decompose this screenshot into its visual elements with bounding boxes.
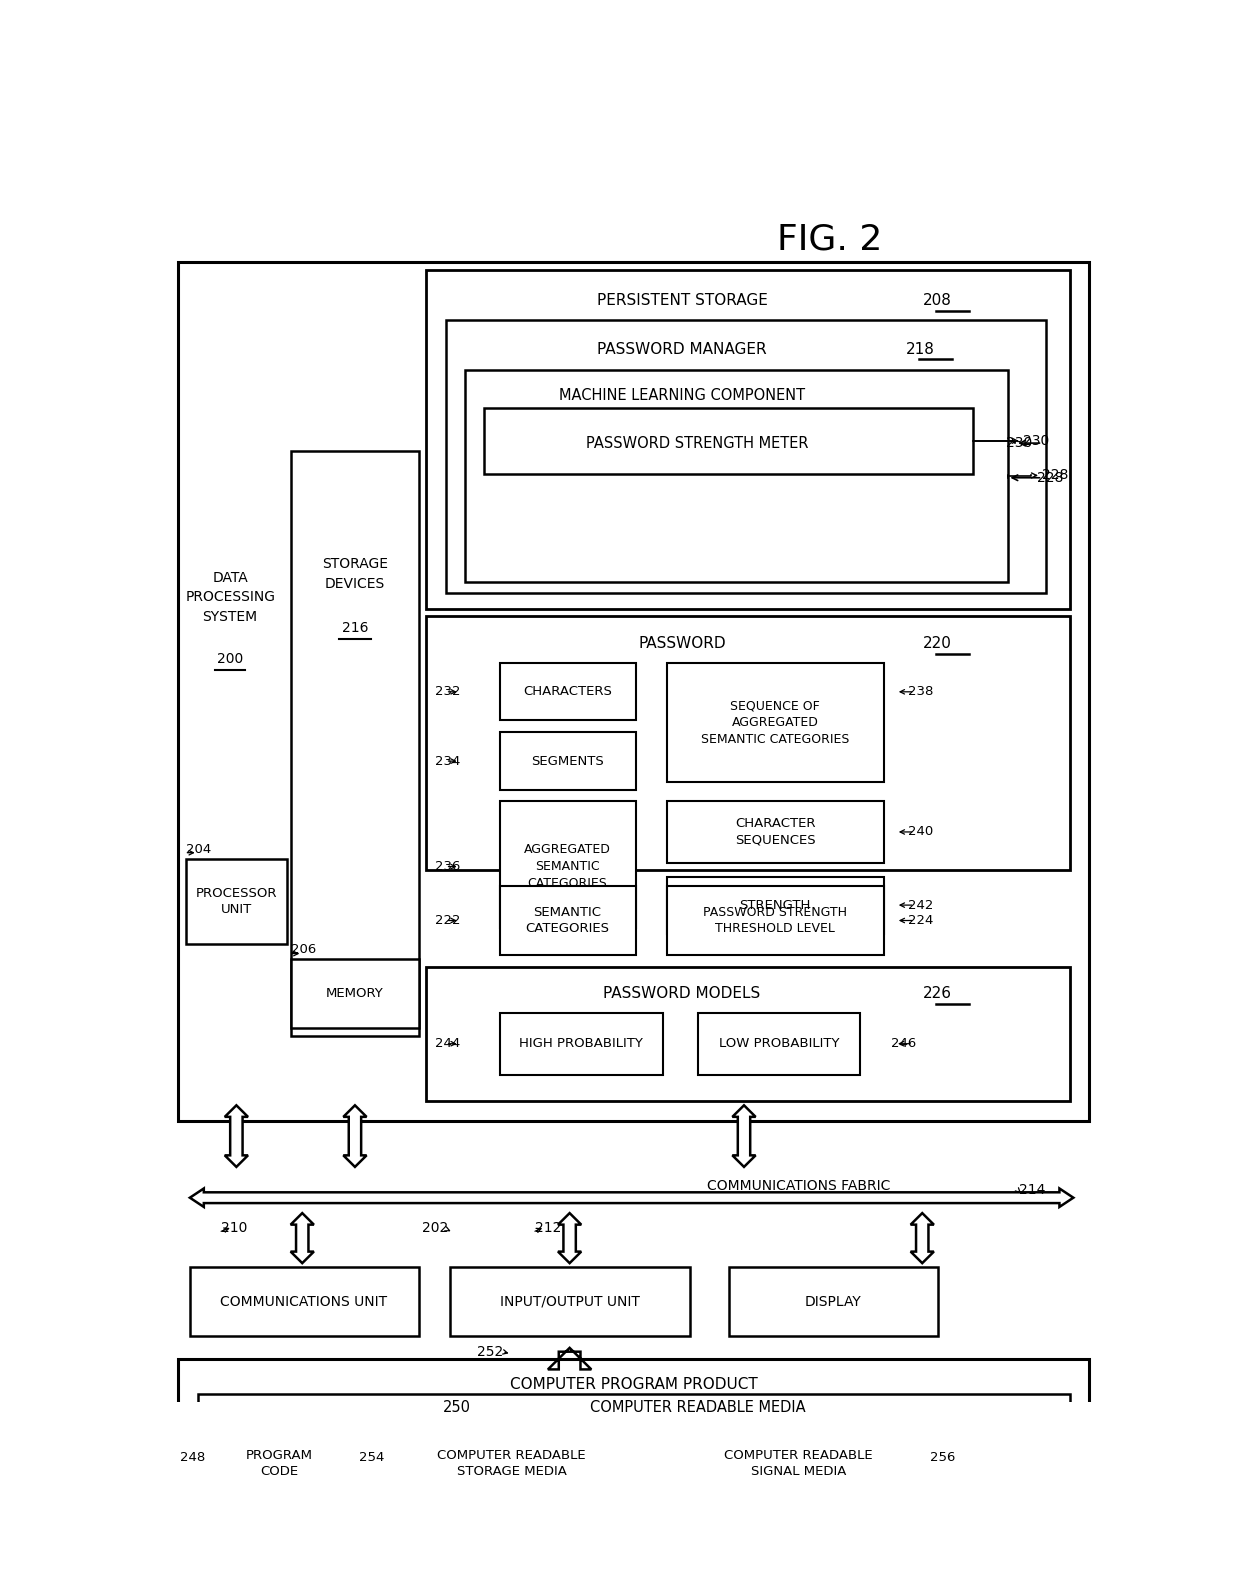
Bar <box>485 408 972 474</box>
Text: PASSWORD MANAGER: PASSWORD MANAGER <box>598 342 766 356</box>
Text: SEQUENCE OF
AGGREGATED
SEMANTIC CATEGORIES: SEQUENCE OF AGGREGATED SEMANTIC CATEGORI… <box>701 699 849 747</box>
Bar <box>500 1013 662 1074</box>
Text: FIG. 2: FIG. 2 <box>776 222 882 257</box>
Text: 248: 248 <box>180 1452 206 1465</box>
Polygon shape <box>558 1213 582 1263</box>
Text: DATA
PROCESSING
SYSTEM: DATA PROCESSING SYSTEM <box>185 570 275 624</box>
Bar <box>179 1359 1089 1537</box>
Bar <box>697 1013 861 1074</box>
Bar <box>682 1418 915 1509</box>
Text: 230: 230 <box>1006 436 1032 450</box>
Bar <box>500 802 635 928</box>
Text: PERSISTENT STORAGE: PERSISTENT STORAGE <box>596 293 768 309</box>
Text: 222: 222 <box>435 913 461 928</box>
Text: PASSWORD: PASSWORD <box>639 636 725 650</box>
Bar <box>449 1266 689 1336</box>
Polygon shape <box>343 1106 367 1167</box>
Bar <box>667 885 883 954</box>
Polygon shape <box>548 1348 591 1369</box>
Text: 230: 230 <box>1023 433 1049 447</box>
Text: SEMANTIC
CATEGORIES: SEMANTIC CATEGORIES <box>526 906 609 936</box>
Bar <box>396 1418 627 1509</box>
Bar <box>290 959 419 1028</box>
Text: COMPUTER READABLE MEDIA: COMPUTER READABLE MEDIA <box>590 1400 805 1416</box>
Text: 210: 210 <box>221 1222 247 1235</box>
Text: 208: 208 <box>924 293 952 309</box>
Text: 220: 220 <box>924 636 952 650</box>
Text: 234: 234 <box>435 754 460 767</box>
Bar <box>427 616 1069 871</box>
Text: PASSWORD STRENGTH METER: PASSWORD STRENGTH METER <box>587 436 808 450</box>
Text: 256: 256 <box>930 1452 955 1465</box>
Text: 232: 232 <box>435 685 461 698</box>
Bar <box>190 1266 419 1336</box>
Text: 254: 254 <box>360 1452 384 1465</box>
Text: STRENGTH: STRENGTH <box>739 899 811 912</box>
Text: 244: 244 <box>435 1038 460 1051</box>
Text: PROCESSOR
UNIT: PROCESSOR UNIT <box>196 887 277 915</box>
Text: 216: 216 <box>342 621 368 635</box>
Text: MEMORY: MEMORY <box>326 988 384 1000</box>
Text: STORAGE
DEVICES: STORAGE DEVICES <box>322 558 388 591</box>
Text: 206: 206 <box>290 943 316 956</box>
Text: 236: 236 <box>435 860 460 873</box>
Text: 250: 250 <box>443 1400 471 1416</box>
Text: AGGREGATED
SEMANTIC
CATEGORIES: AGGREGATED SEMANTIC CATEGORIES <box>523 843 611 890</box>
Text: 242: 242 <box>908 899 934 912</box>
Text: 252: 252 <box>477 1345 503 1359</box>
Text: COMPUTER READABLE
SIGNAL MEDIA: COMPUTER READABLE SIGNAL MEDIA <box>724 1449 873 1477</box>
Text: COMPUTER PROGRAM PRODUCT: COMPUTER PROGRAM PRODUCT <box>510 1377 758 1392</box>
Text: 224: 224 <box>908 913 934 928</box>
Text: COMPUTER READABLE
STORAGE MEDIA: COMPUTER READABLE STORAGE MEDIA <box>438 1449 585 1477</box>
Bar <box>427 269 1069 608</box>
Text: 228: 228 <box>1043 468 1069 482</box>
Text: CHARACTER
SEQUENCES: CHARACTER SEQUENCES <box>734 817 816 846</box>
Polygon shape <box>910 1213 934 1263</box>
Text: 218: 218 <box>906 342 935 356</box>
Text: 240: 240 <box>908 825 934 838</box>
Bar <box>667 802 883 863</box>
Text: PROGRAM
CODE: PROGRAM CODE <box>246 1449 312 1477</box>
Bar <box>290 450 419 1036</box>
Polygon shape <box>190 1189 1074 1206</box>
Text: 238: 238 <box>908 685 934 698</box>
Text: HIGH PROBABILITY: HIGH PROBABILITY <box>520 1038 644 1051</box>
Text: 226: 226 <box>924 986 952 1002</box>
Bar <box>427 967 1069 1101</box>
Bar <box>729 1266 937 1336</box>
Text: SEGMENTS: SEGMENTS <box>531 754 604 767</box>
Text: 202: 202 <box>422 1222 448 1235</box>
Bar <box>465 370 1007 581</box>
Text: 228: 228 <box>1037 471 1064 485</box>
Text: 214: 214 <box>1019 1183 1045 1197</box>
Bar <box>500 663 635 720</box>
Text: LOW PROBABILITY: LOW PROBABILITY <box>719 1038 839 1051</box>
Bar <box>667 877 883 934</box>
Text: CHARACTERS: CHARACTERS <box>523 685 611 698</box>
Bar <box>445 320 1047 594</box>
Bar <box>667 663 883 781</box>
Text: COMMUNICATIONS FABRIC: COMMUNICATIONS FABRIC <box>707 1180 890 1194</box>
Text: 212: 212 <box>534 1222 562 1235</box>
Text: MACHINE LEARNING COMPONENT: MACHINE LEARNING COMPONENT <box>559 387 805 403</box>
Text: 204: 204 <box>186 843 211 857</box>
Text: PASSWORD MODELS: PASSWORD MODELS <box>604 986 760 1002</box>
Bar <box>500 885 635 954</box>
Text: COMMUNICATIONS UNIT: COMMUNICATIONS UNIT <box>221 1295 387 1309</box>
Bar <box>179 261 1089 1121</box>
Polygon shape <box>224 1106 248 1167</box>
Text: DISPLAY: DISPLAY <box>805 1295 862 1309</box>
Polygon shape <box>290 1213 314 1263</box>
Bar <box>197 1394 1069 1521</box>
Polygon shape <box>733 1106 755 1167</box>
Bar <box>500 732 635 789</box>
Text: PASSWORD STRENGTH
THRESHOLD LEVEL: PASSWORD STRENGTH THRESHOLD LEVEL <box>703 906 847 936</box>
Bar <box>217 1418 341 1509</box>
Bar <box>186 858 286 943</box>
Text: INPUT/OUTPUT UNIT: INPUT/OUTPUT UNIT <box>500 1295 640 1309</box>
Text: 246: 246 <box>892 1038 916 1051</box>
Text: 200: 200 <box>217 652 243 666</box>
